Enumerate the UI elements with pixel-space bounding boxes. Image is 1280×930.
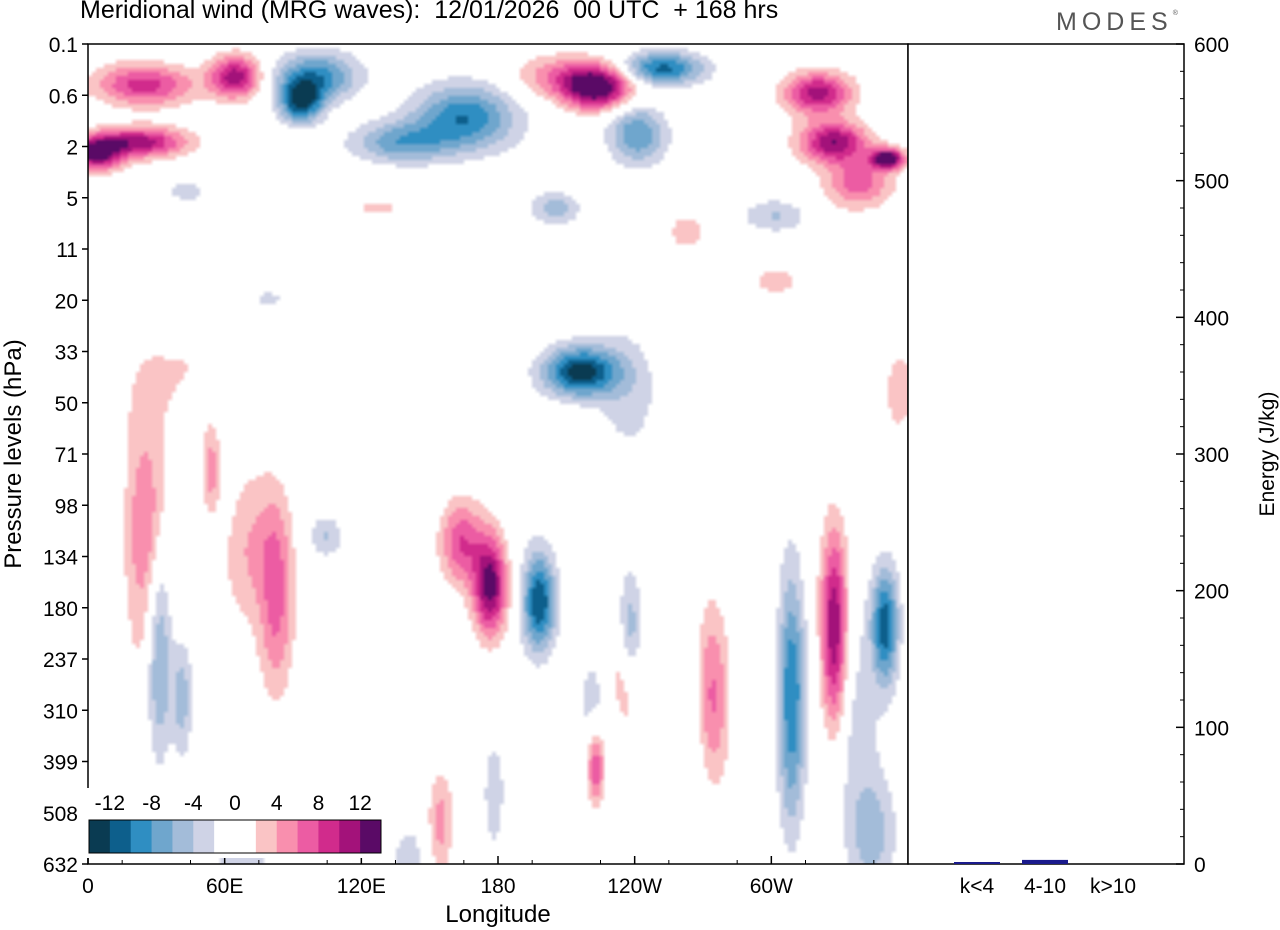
x-tick-label: 60E bbox=[206, 875, 243, 898]
colorbar-label: -8 bbox=[142, 792, 161, 815]
wavenumber-label: k<4 bbox=[960, 875, 995, 898]
colorbar-swatch bbox=[109, 820, 132, 853]
colorbar-swatch bbox=[255, 820, 278, 853]
x-axis-label: Longitude bbox=[445, 901, 550, 928]
energy-panel bbox=[907, 43, 1185, 865]
energy-tick-label: 400 bbox=[1194, 307, 1229, 330]
x-tick-label: 120E bbox=[337, 875, 386, 898]
y-tick-label: 11 bbox=[56, 239, 78, 262]
colorbar-label: -4 bbox=[184, 792, 203, 815]
y-tick-label: 0.1 bbox=[49, 34, 78, 57]
y-tick-label: 134 bbox=[43, 547, 78, 570]
energy-tick-label: 500 bbox=[1194, 171, 1229, 194]
energy-tick-label: 0 bbox=[1194, 854, 1206, 877]
y-tick-label: 20 bbox=[55, 290, 78, 313]
y-tick-label: 310 bbox=[43, 700, 78, 723]
colorbar-swatch bbox=[235, 820, 257, 853]
y-tick-label: 5 bbox=[66, 188, 78, 211]
y-tick-label: 399 bbox=[43, 752, 78, 775]
wavenumber-label: k>10 bbox=[1090, 875, 1136, 898]
x-tick-label: 0 bbox=[82, 875, 94, 898]
colorbar-swatch bbox=[214, 820, 236, 853]
x-tick-label: 180 bbox=[480, 875, 515, 898]
colorbar-label: 8 bbox=[313, 792, 325, 815]
y-tick-label: 0.6 bbox=[49, 85, 78, 108]
y-tick-label: 71 bbox=[55, 444, 78, 467]
colorbar-label: 0 bbox=[229, 792, 241, 815]
colorbar-swatch bbox=[172, 820, 194, 853]
wavenumber-labels: k<4 4-10 k>10 bbox=[960, 875, 1136, 898]
colorbar-label: -12 bbox=[95, 792, 125, 815]
colorbar: -12 -8 -4 0 4 8 12 bbox=[82, 788, 386, 858]
colorbar-label: 4 bbox=[271, 792, 283, 815]
colorbar-swatches bbox=[89, 820, 382, 853]
colorbar-label: 12 bbox=[348, 792, 371, 815]
modes-logo: MODES® bbox=[1056, 8, 1178, 37]
x-tick-label: 120W bbox=[607, 875, 662, 898]
y-tick-label: 2 bbox=[66, 137, 78, 160]
colorbar-swatch bbox=[151, 820, 173, 853]
wavenumber-label: 4-10 bbox=[1024, 875, 1066, 898]
y-tick-label: 632 bbox=[43, 854, 78, 877]
y-axis-label: Pressure levels (hPa) bbox=[0, 339, 27, 568]
y-axis: 0.1 0.6 2 5 11 20 33 50 71 98 134 180 237 310 399 508 63… bbox=[43, 34, 88, 877]
modes-logo-text: MODES bbox=[1056, 8, 1173, 36]
y-tick-label: 33 bbox=[55, 342, 78, 365]
y-tick-label: 508 bbox=[43, 803, 78, 826]
y-tick-label: 237 bbox=[43, 649, 78, 672]
energy-tick-label: 200 bbox=[1194, 581, 1229, 604]
registered-mark: ® bbox=[1172, 10, 1178, 17]
colorbar-swatch bbox=[89, 820, 111, 853]
y-tick-label: 50 bbox=[55, 393, 78, 416]
energy-tick-label: 300 bbox=[1194, 444, 1229, 467]
colorbar-swatch bbox=[360, 820, 382, 853]
colorbar-frame bbox=[88, 819, 382, 854]
colorbar-labels: -12 -8 -4 0 4 8 12 bbox=[95, 792, 372, 815]
colorbar-swatch bbox=[130, 820, 153, 853]
y-tick-label: 180 bbox=[43, 598, 78, 621]
energy-tick-label: 100 bbox=[1194, 717, 1229, 740]
colorbar-swatch bbox=[339, 820, 361, 853]
energy-bars bbox=[954, 859, 1068, 864]
x-tick-label: 60W bbox=[750, 875, 793, 898]
y-tick-label: 98 bbox=[55, 495, 78, 518]
chart-title: Meridional wind (MRG waves): 12/01/2026 … bbox=[80, 0, 779, 24]
contour-field bbox=[88, 44, 908, 864]
colorbar-swatch bbox=[276, 820, 299, 853]
x-axis: 0 60E 120E 180 120W 60W bbox=[82, 856, 875, 898]
energy-axis-label: Energy (J/kg) bbox=[1256, 392, 1279, 517]
colorbar-swatch bbox=[318, 820, 340, 853]
energy-axis: 0 100 200 300 400 500 600 bbox=[1176, 34, 1229, 877]
energy-tick-label: 600 bbox=[1194, 34, 1229, 57]
energy-bar bbox=[1022, 859, 1068, 864]
colorbar-swatch bbox=[193, 820, 215, 853]
colorbar-swatch bbox=[297, 820, 319, 853]
